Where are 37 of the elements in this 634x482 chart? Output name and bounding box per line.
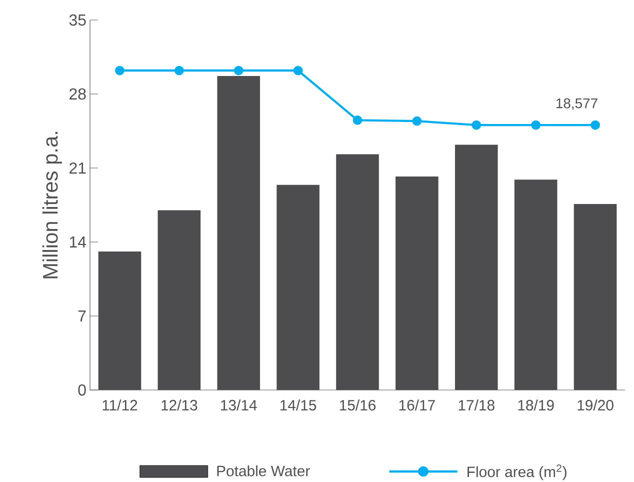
bar	[217, 76, 260, 390]
x-tick-label: 15/16	[340, 400, 376, 410]
point	[412, 116, 422, 126]
data-label: 18,577	[556, 98, 598, 110]
point	[293, 66, 303, 76]
point	[174, 66, 184, 76]
y-tick-label: 35	[69, 14, 86, 26]
bar	[276, 184, 320, 390]
x-tick-label: 18/19	[518, 400, 554, 410]
y-tick-label: 14	[70, 236, 86, 248]
x-tick-label: 12/13	[162, 400, 198, 410]
x-tick-label: 19/20	[578, 400, 614, 410]
bar	[574, 204, 617, 390]
point	[115, 66, 124, 76]
point	[590, 120, 600, 130]
y-tick-label: 0	[78, 384, 86, 396]
point	[234, 66, 244, 76]
legend-label: Floor area (m$^{2}$)	[468, 464, 566, 480]
bar	[396, 176, 438, 390]
x-tick-label: 17/18	[458, 400, 494, 410]
y-tick-label: 28	[70, 88, 86, 100]
bar	[98, 252, 142, 390]
point	[472, 120, 482, 130]
x-tick-label: 13/14	[221, 400, 257, 410]
bar	[514, 180, 558, 390]
bar	[158, 210, 201, 390]
legend-label: Potable Water	[217, 465, 310, 476]
x-tick-label: 11/12	[102, 400, 138, 410]
bar	[454, 144, 498, 390]
y-tick-label: 7	[78, 310, 86, 322]
point	[352, 116, 362, 125]
bar	[336, 154, 379, 390]
x-tick-label: 16/17	[399, 400, 435, 410]
y-tick-label: 21	[70, 162, 86, 174]
y-axis-title: Million litres p.a.	[42, 132, 62, 278]
point	[531, 120, 541, 130]
x-tick-label: 14/15	[280, 400, 316, 410]
